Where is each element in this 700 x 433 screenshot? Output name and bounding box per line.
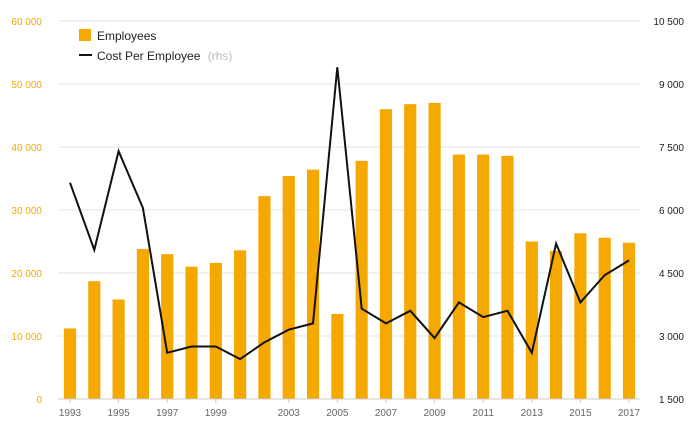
employees-bar [501,155,514,399]
gridlines [58,20,640,337]
x-tick-label: 1997 [156,408,179,419]
x-tick-label: 2007 [375,408,398,419]
right-tick-label: 6 000 [659,206,684,217]
left-tick-label: 0 [36,395,42,406]
x-tick-label: 1995 [107,408,130,419]
right-tick-label: 3 000 [659,332,684,343]
employees-bar [379,109,393,399]
left-axis-ticks: 0 10 000 20 000 30 000 40 000 50 000 60 000 [11,17,42,406]
employees-bar [88,281,101,399]
employees-bar [452,154,465,399]
employees-bar [112,299,125,399]
employees-bar [331,313,344,399]
right-tick-label: 10 500 [653,17,684,28]
legend-employees-swatch [79,29,91,41]
x-tick-label: 2003 [278,408,301,419]
employees-bar [598,237,611,399]
left-tick-label: 20 000 [11,269,42,280]
x-tick-label: 2015 [569,408,592,419]
right-tick-label: 9 000 [659,80,684,91]
cost-per-employee-line [69,67,630,361]
left-tick-label: 50 000 [11,80,42,91]
employees-bar [404,104,417,399]
employees-bar [525,241,538,399]
employees-bar [477,154,490,399]
x-tick-label: 2013 [521,408,544,419]
right-tick-label: 1 500 [659,395,684,406]
employees-bar [209,262,222,399]
employees-bar [574,233,587,399]
right-axis-ticks: 1 500 3 000 4 500 6 000 7 500 9 000 10 500 [653,17,684,406]
employees-bar [282,175,295,399]
x-tick-label: 1999 [205,408,228,419]
left-tick-label: 30 000 [11,206,42,217]
right-tick-label: 7 500 [659,143,684,154]
employees-bar [63,328,77,399]
employees-bar [161,254,174,399]
employees-bar [622,242,636,399]
employees-bar [258,196,271,399]
left-tick-label: 40 000 [11,143,42,154]
x-tick-label: 2017 [618,408,641,419]
legend-employees-label: Employees [97,29,156,43]
employees-bar [234,250,247,399]
employees-bar [185,266,198,399]
legend-cost-label-text: Cost Per Employee [97,49,201,63]
legend-cost-label-suffix: (rhs) [208,49,233,63]
x-tick-label: 2005 [326,408,349,419]
left-tick-label: 60 000 [11,17,42,28]
x-tick-label: 2011 [472,408,494,419]
legend: Employees Cost Per Employee (rhs) [79,29,232,63]
employees-bar [428,102,441,400]
legend-cost-label: Cost Per Employee (rhs) [97,49,232,63]
employees-bar [306,169,320,399]
employees-bar [355,160,368,399]
right-tick-label: 4 500 [659,269,684,280]
x-tick-label: 1993 [59,408,82,419]
left-tick-label: 10 000 [11,332,42,343]
employees-bar [550,250,563,399]
x-axis-ticks: 1993 1995 1997 1999 2003 2005 2007 2009 2011 2013… [59,399,641,419]
employees-bars [63,102,636,400]
x-tick-label: 2009 [423,408,446,419]
employees-bar [136,249,149,399]
